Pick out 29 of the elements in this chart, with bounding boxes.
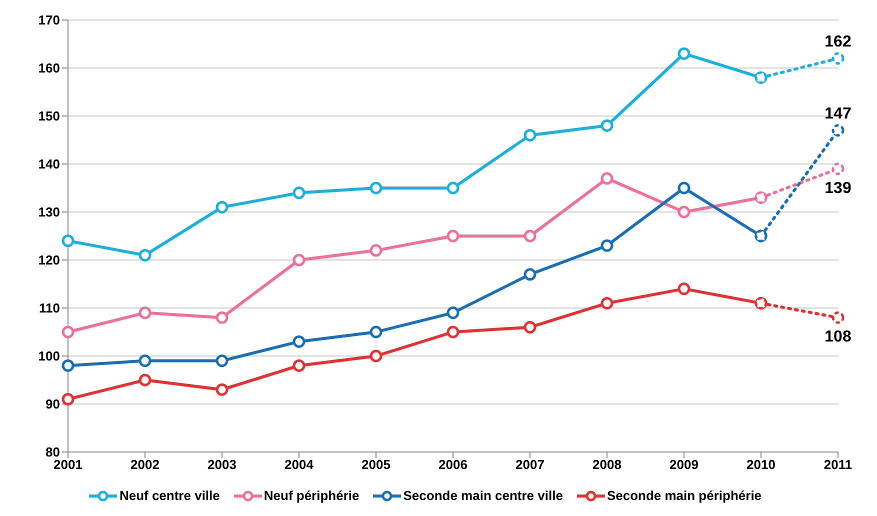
x-tick-label: 2005	[362, 457, 390, 472]
legend-label: Seconde main centre ville	[403, 488, 563, 503]
x-tick-label: 2007	[516, 457, 544, 472]
x-tick-label: 2009	[670, 457, 698, 472]
data-label: 139	[824, 180, 852, 197]
data-label: 162	[824, 33, 852, 50]
x-tick-label: 2006	[438, 457, 468, 472]
x-tick-label: 2008	[592, 457, 622, 472]
x-tick-label: 2004	[284, 457, 314, 472]
x-tick-label: 2010	[746, 457, 776, 472]
y-tick-label: 160	[38, 60, 60, 76]
x-tick-label: 2011	[824, 457, 852, 472]
x-tick-label: 2002	[130, 457, 160, 472]
y-tick-label: 150	[38, 108, 60, 124]
legend-label: Seconde main périphérie	[606, 488, 762, 503]
y-tick-label: 170	[38, 12, 60, 28]
y-tick-label: 110	[39, 300, 60, 316]
y-tick-label: 80	[46, 444, 60, 460]
x-tick-label: 2001	[54, 457, 82, 472]
y-tick-label: 130	[38, 204, 60, 220]
y-tick-label: 100	[38, 348, 60, 364]
y-tick-label: 140	[38, 156, 60, 172]
x-tick-label: 2003	[208, 457, 236, 472]
legend-label: Neuf centre ville	[119, 488, 220, 503]
legend-label: Neuf périphérie	[264, 488, 360, 503]
data-label: 147	[824, 105, 852, 122]
data-label: 108	[824, 328, 852, 346]
y-tick-label: 90	[46, 396, 60, 412]
y-tick-label: 120	[38, 252, 60, 268]
